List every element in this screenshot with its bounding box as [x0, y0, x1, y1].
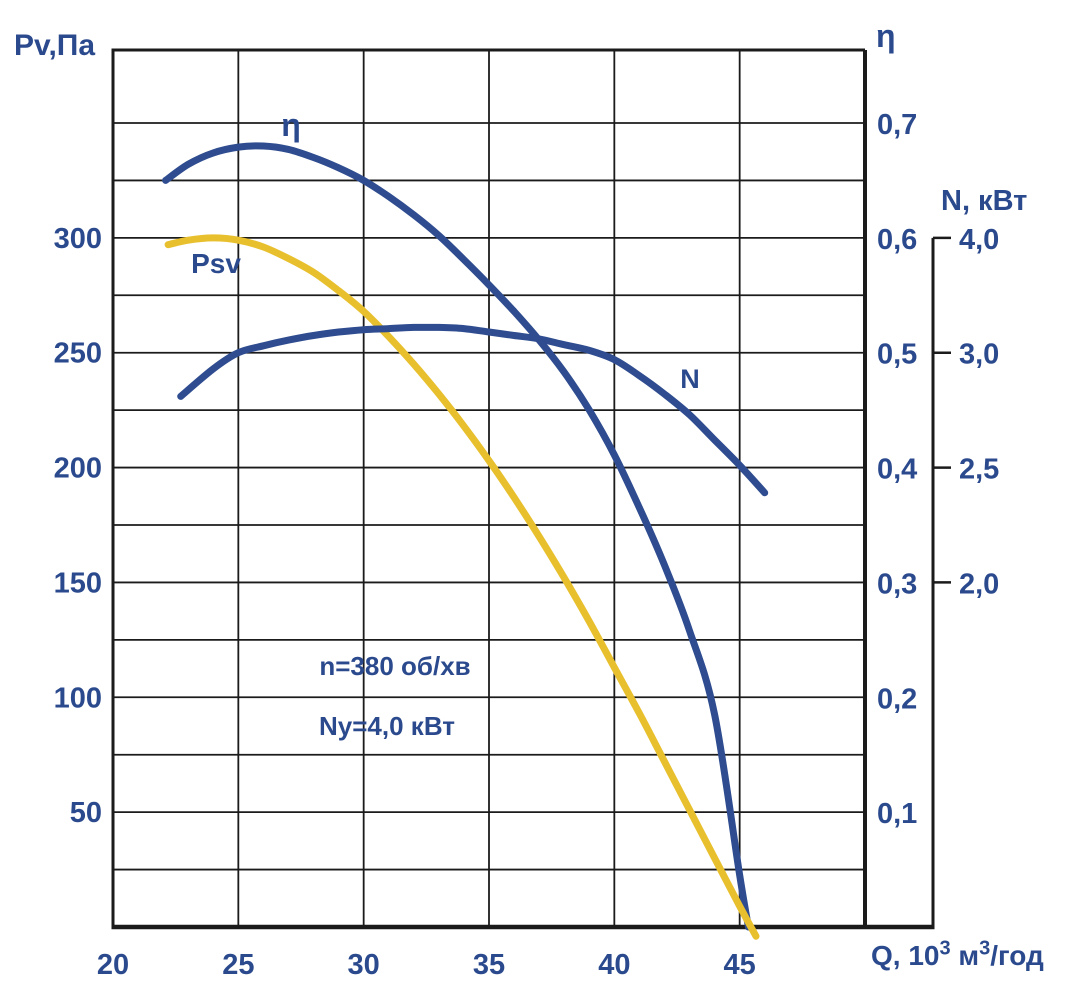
n-tick-label: 4,0 [959, 224, 999, 256]
annotation-rpm: n=380 об/хв [319, 651, 471, 681]
x-axis-title-base-1: Q, 10 [871, 940, 940, 971]
x-tick-label: 30 [348, 949, 380, 981]
x-tick-label: 45 [724, 949, 756, 981]
curve-label-eta: η [281, 107, 301, 143]
y-left-tick-label: 50 [70, 797, 102, 829]
eta-tick-label: 0,5 [877, 339, 917, 371]
x-axis-title-sup-2: 3 [979, 937, 991, 960]
eta-tick-label: 0,7 [877, 109, 917, 141]
y-left-tick-label: 300 [54, 223, 102, 255]
x-axis-title-base-2: м [950, 940, 980, 971]
eta-curve [162, 142, 752, 931]
y-left-tick-label: 150 [54, 567, 102, 599]
y-right-eta-axis-title: η [876, 18, 896, 54]
x-tick-label: 25 [222, 949, 254, 981]
psv-curve [164, 234, 760, 940]
x-tick-label: 20 [97, 949, 129, 981]
x-axis-title-base-3: /год [990, 940, 1044, 971]
annotation-rated-power: Ny=4,0 кВт [319, 711, 455, 741]
x-tick-label: 35 [473, 949, 505, 981]
eta-tick-label: 0,6 [877, 224, 917, 256]
eta-tick-label: 0,3 [877, 568, 917, 600]
n-curve [177, 323, 769, 497]
y-left-tick-label: 200 [54, 453, 102, 485]
eta-tick-label: 0,4 [877, 454, 917, 486]
y-right-n-axis-title: N, кВт [941, 185, 1028, 217]
eta-tick-label: 0,2 [877, 683, 917, 715]
y-left-axis-title: Pv,Па [14, 29, 96, 62]
n-tick-label: 2,5 [959, 454, 999, 486]
n-tick-label: 3,0 [959, 339, 999, 371]
x-axis-title-sup-1: 3 [939, 937, 951, 960]
eta-tick-label: 0,1 [877, 798, 917, 830]
x-tick-label: 40 [598, 949, 630, 981]
y-left-tick-label: 100 [54, 682, 102, 714]
n-tick-label: 2,0 [959, 568, 999, 600]
curve-label-psv: Psv [191, 248, 241, 279]
y-left-tick-label: 250 [54, 338, 102, 370]
curve-label-n: N [680, 364, 700, 394]
x-axis-title: Q, 103 м3/год [871, 939, 1044, 971]
